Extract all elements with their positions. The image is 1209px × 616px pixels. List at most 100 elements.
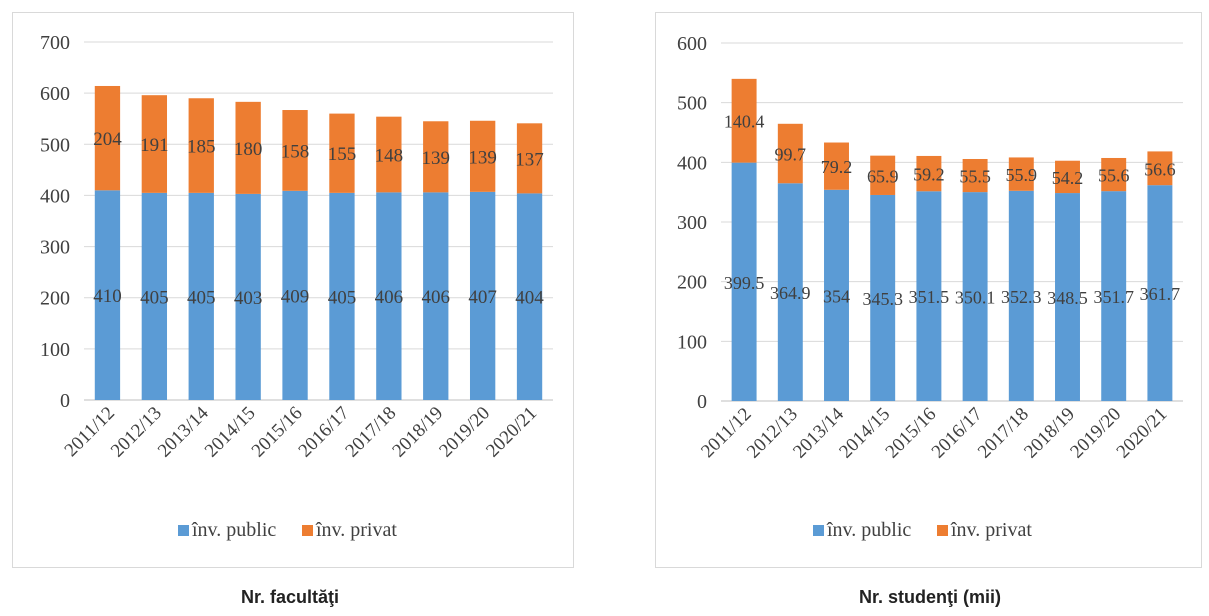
bar-private: [777, 123, 803, 184]
data-label-private: 139: [468, 147, 497, 168]
y-tick-label: 500: [677, 93, 707, 115]
data-label-private: 55.9: [1006, 165, 1038, 185]
y-tick-label: 0: [697, 391, 707, 413]
x-tick-label: 2020/21: [1113, 404, 1172, 463]
legend-swatch-private: [302, 525, 313, 536]
bar-private: [1008, 157, 1034, 191]
bar-public: [516, 193, 543, 400]
data-label-private: 65.9: [867, 166, 899, 186]
bar-public: [1147, 185, 1173, 401]
bar-public: [870, 194, 896, 401]
data-label-private: 180: [234, 139, 263, 160]
bar-private: [516, 123, 543, 194]
bar-private: [141, 95, 168, 193]
y-tick-label: 200: [677, 272, 707, 294]
data-label-private: 56.6: [1144, 159, 1176, 179]
bar-public: [731, 162, 757, 401]
bar-private: [824, 142, 849, 190]
bar-private: [469, 120, 496, 192]
bar-private: [282, 110, 308, 191]
legend-label-private: înv. privat: [950, 519, 1032, 541]
x-tick-label: 2016/17: [928, 404, 987, 463]
data-label-public: 403: [234, 288, 263, 309]
bar-public: [1008, 190, 1034, 401]
bar-public: [423, 192, 449, 400]
data-label-public: 364.9: [770, 283, 811, 303]
data-label-private: 99.7: [775, 145, 807, 165]
y-tick-label: 200: [40, 288, 70, 310]
x-tick-label: 2017/18: [974, 404, 1033, 463]
data-label-private: 140.4: [724, 112, 765, 132]
data-label-private: 139: [422, 148, 451, 169]
bar-private: [1147, 151, 1173, 186]
caption-faculties: Nr. facultăţi: [240, 587, 340, 607]
bar-public: [469, 191, 496, 400]
bar-public: [282, 190, 308, 400]
legend-label-public: înv. public: [191, 519, 276, 541]
data-label-private: 54.2: [1052, 168, 1084, 188]
data-label-private: 185: [187, 137, 216, 158]
data-label-public: 350.1: [955, 288, 996, 308]
legend-label-private: înv. privat: [315, 519, 397, 541]
bar-private: [235, 101, 261, 194]
bar-private: [188, 98, 214, 193]
bar-private: [1055, 160, 1080, 194]
data-label-public: 405: [187, 287, 216, 308]
data-label-public: 407: [468, 287, 497, 308]
data-label-public: 405: [328, 287, 357, 308]
bar-private: [1101, 157, 1127, 192]
bar-private: [376, 116, 402, 193]
bar-public: [1101, 191, 1127, 401]
data-label-public: 406: [422, 287, 451, 308]
data-label-public: 405: [140, 287, 169, 308]
x-tick-label: 2019/20: [1066, 404, 1125, 463]
y-tick-label: 300: [40, 237, 70, 259]
bar-public: [376, 192, 402, 400]
data-label-private: 79.2: [821, 157, 853, 177]
legend-swatch-private: [937, 525, 948, 536]
data-label-private: 59.2: [913, 165, 945, 185]
data-label-private: 55.6: [1098, 166, 1130, 186]
bar-public: [777, 183, 803, 401]
bar-private: [329, 113, 355, 193]
bar-public: [141, 192, 168, 400]
data-label-private: 191: [140, 135, 169, 156]
x-tick-label: 2018/19: [1020, 404, 1079, 463]
bar-private: [916, 155, 942, 192]
data-label-public: 345.3: [862, 289, 903, 309]
y-tick-label: 400: [40, 185, 70, 207]
legend-swatch-public: [178, 525, 189, 536]
legend-swatch-public: [813, 525, 824, 536]
data-label-public: 352.3: [1001, 287, 1042, 307]
data-label-public: 409: [281, 286, 310, 307]
data-label-public: 348.5: [1047, 288, 1088, 308]
bar-private: [423, 121, 449, 193]
x-tick-label: 2012/13: [743, 404, 802, 463]
y-tick-label: 300: [677, 212, 707, 234]
data-label-public: 406: [375, 287, 404, 308]
bar-public: [235, 193, 261, 400]
data-label-private: 204: [93, 129, 122, 150]
data-label-public: 404: [515, 288, 544, 309]
bar-private: [870, 155, 896, 195]
data-label-public: 354: [823, 286, 850, 306]
x-tick-label: 2014/15: [835, 404, 894, 463]
bar-private: [962, 158, 988, 193]
data-label-private: 155: [328, 144, 357, 165]
bar-public: [824, 189, 849, 401]
data-label-public: 399.5: [724, 273, 765, 293]
bar-public: [962, 192, 988, 401]
data-label-public: 351.7: [1093, 287, 1134, 307]
data-label-private: 148: [375, 146, 404, 167]
bar-public: [94, 190, 121, 400]
bar-private: [94, 85, 121, 191]
x-tick-label: 2013/14: [789, 403, 848, 462]
data-label-private: 55.5: [959, 167, 991, 187]
y-tick-label: 100: [677, 331, 707, 353]
bar-public: [916, 191, 942, 401]
x-tick-label: 2015/16: [882, 404, 941, 463]
data-label-public: 351.5: [909, 287, 950, 307]
data-label-public: 410: [93, 286, 122, 307]
data-label-private: 158: [281, 141, 310, 162]
